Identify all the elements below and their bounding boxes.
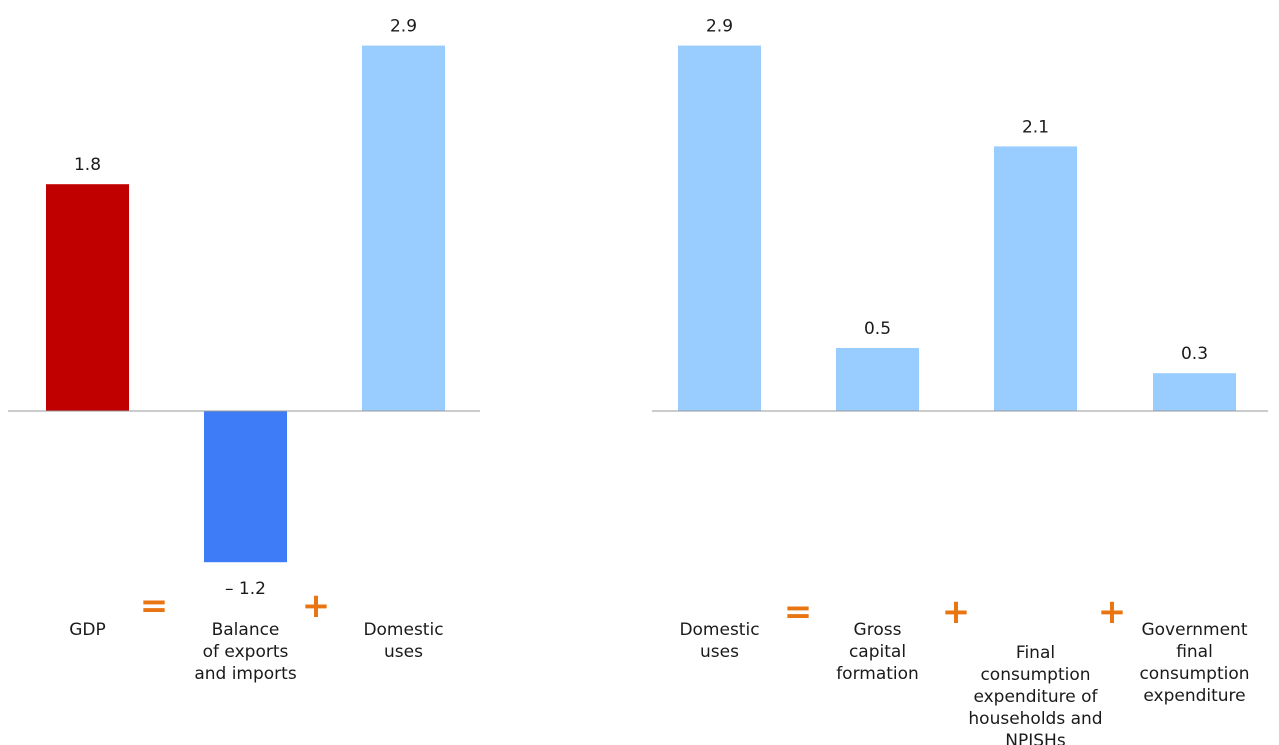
- right-value-label-3: 2.1: [1022, 117, 1049, 137]
- left-operator-equals-1: =: [140, 586, 169, 626]
- left-value-label-1: 1.8: [74, 155, 101, 175]
- right-category-label-4: Government final consumption expenditure: [1139, 620, 1249, 706]
- left-value-label-3: 2.9: [390, 17, 417, 37]
- left-category-label-3: Domestic uses: [363, 620, 443, 662]
- right-bar-4: [1153, 373, 1236, 411]
- right-bar-3: [994, 146, 1077, 411]
- left-bar-3: [362, 45, 445, 411]
- left-value-label-2: – 1.2: [225, 579, 266, 599]
- left-operator-plus-2: +: [302, 586, 331, 626]
- left-chart: 1.8 – 1.2 2.9 GDP Balance of exports and impor…: [8, 17, 480, 684]
- right-chart: 2.9 0.5 2.1 0.3 Domestic uses Gross capital form…: [652, 17, 1268, 745]
- right-bar-2: [836, 348, 919, 411]
- left-category-label-1: GDP: [69, 620, 106, 640]
- right-value-label-1: 2.9: [706, 17, 733, 37]
- right-operator-plus-3: +: [1098, 592, 1127, 632]
- right-category-label-1: Domestic uses: [679, 620, 759, 662]
- right-operator-plus-2: +: [942, 592, 971, 632]
- right-category-label-2: Gross capital formation: [836, 620, 919, 684]
- left-category-label-2: Balance of exports and imports: [194, 620, 297, 684]
- left-bar-2: [204, 411, 287, 563]
- right-operator-equals-1: =: [784, 592, 813, 632]
- right-category-label-3: Final consumption expenditure of households…: [968, 643, 1102, 745]
- right-value-label-2: 0.5: [864, 319, 891, 339]
- right-value-label-4: 0.3: [1181, 344, 1208, 364]
- right-bar-1: [678, 45, 761, 411]
- left-bar-1: [46, 184, 129, 411]
